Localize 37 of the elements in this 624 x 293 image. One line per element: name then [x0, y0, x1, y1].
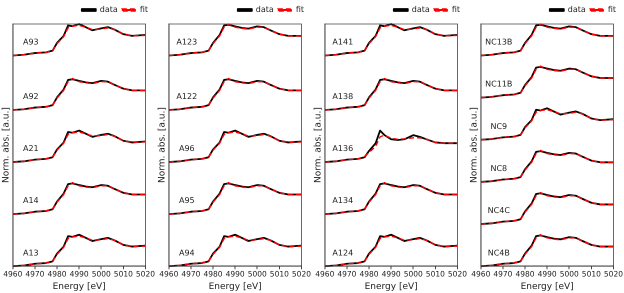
y-axis-title: Norm. abs. [a.u.]	[2, 107, 12, 184]
y-axis-title: Norm. abs. [a.u.]	[314, 107, 324, 184]
annotation: A138	[332, 92, 354, 102]
annotation: A94	[178, 248, 195, 258]
legend-label: fit	[608, 5, 616, 14]
annotation: A93	[22, 38, 39, 47]
legend-label: data	[256, 5, 274, 14]
y-axis-title: Norm. abs. [a.u.]	[158, 107, 168, 184]
annotation: NC9	[490, 122, 508, 131]
legend-label: data	[568, 5, 586, 14]
legend-label: fit	[452, 5, 460, 14]
annotation: A123	[176, 38, 198, 47]
annotation: A14	[22, 196, 39, 206]
annotation: A134	[332, 196, 354, 206]
x-axis-title: Energy [eV]	[364, 282, 418, 292]
annotation: NC8	[490, 164, 508, 173]
legend-label: data	[100, 5, 118, 14]
x-axis-title: Energy [eV]	[52, 282, 106, 292]
annotation: NC4B	[488, 248, 510, 258]
annotation: A141	[332, 38, 354, 47]
annotation: A124	[332, 248, 354, 258]
annotation: NC11B	[485, 80, 512, 89]
legend-label: fit	[140, 5, 148, 14]
annotation: A96	[178, 144, 195, 154]
annotation: NC4C	[488, 206, 510, 216]
annotation: A136	[332, 144, 354, 154]
annotation: A21	[22, 144, 39, 154]
annotation: NC13B	[485, 38, 512, 47]
legend-label: data	[412, 5, 430, 14]
x-axis-title: Energy [eV]	[520, 282, 574, 292]
annotation: A95	[178, 196, 195, 206]
x-axis-title: Energy [eV]	[208, 282, 262, 292]
annotation: A92	[22, 92, 39, 102]
legend-label: fit	[296, 5, 304, 14]
annotation: A122	[176, 92, 198, 102]
annotation: A13	[22, 248, 39, 258]
y-axis-title: Norm. abs. [a.u.]	[470, 107, 480, 184]
